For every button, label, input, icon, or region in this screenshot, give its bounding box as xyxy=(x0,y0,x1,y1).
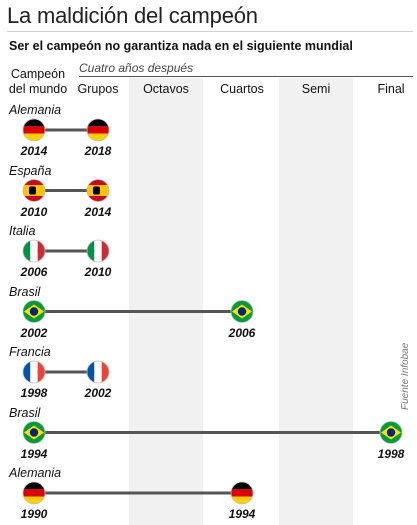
brazil-flag-icon xyxy=(230,300,254,323)
champion-year-label: 2002 xyxy=(20,325,48,340)
stage-band-octavos xyxy=(129,78,203,525)
champion-year-label: 1998 xyxy=(20,386,48,400)
france-flag-icon xyxy=(86,360,110,384)
next-cup-year-label: 2006 xyxy=(228,325,256,340)
stage-header-cuartos: Cuartos xyxy=(220,82,264,96)
spain-flag-icon xyxy=(22,179,46,202)
row-country-label: Brasil xyxy=(9,284,41,299)
four-years-later-divider xyxy=(79,76,413,77)
next-cup-year-label: 1994 xyxy=(228,507,256,521)
italy-flag-icon xyxy=(86,239,110,263)
france-flag-icon xyxy=(22,360,46,384)
champion-year-label: 1994 xyxy=(20,446,48,461)
stage-header-grupos: Grupos xyxy=(77,82,119,96)
champion-year-label: 1990 xyxy=(20,507,48,521)
champion-column-header: Campeón del mundo xyxy=(9,67,67,97)
champion-column-header-line1: Campeón xyxy=(10,67,66,81)
row-country-label: Alemania xyxy=(9,103,62,117)
next-cup-year-label: 2010 xyxy=(84,265,112,279)
title-divider xyxy=(7,31,413,32)
champion-column-header-line2: del mundo xyxy=(8,82,68,96)
row-country-label: Francia xyxy=(9,345,51,359)
row-country-label: Italia xyxy=(9,224,36,238)
stage-header-semi: Semi xyxy=(301,82,331,96)
germany-flag-icon xyxy=(86,118,110,142)
brazil-flag-icon xyxy=(22,300,46,323)
next-cup-year-label: 2018 xyxy=(84,144,112,158)
brazil-flag-icon xyxy=(22,421,46,444)
spain-flag-icon xyxy=(86,179,110,202)
champion-year-label: 2014 xyxy=(20,144,48,158)
italy-flag-icon xyxy=(22,239,46,263)
germany-flag-icon xyxy=(22,481,46,505)
brazil-flag-icon xyxy=(379,421,403,444)
row-country-label: Alemania xyxy=(9,466,62,480)
next-cup-year-label: 1998 xyxy=(377,446,405,461)
page-title: La maldición del campeón xyxy=(7,3,258,28)
source-label: Fuente Infobae xyxy=(400,342,411,410)
stage-header-final: Final xyxy=(377,82,405,96)
row-country-label: Brasil xyxy=(9,405,41,420)
germany-flag-icon xyxy=(22,118,46,142)
row-country-label: España xyxy=(9,163,52,178)
next-cup-year-label: 2002 xyxy=(84,386,112,400)
stage-band-semi xyxy=(279,78,353,525)
champion-year-label: 2010 xyxy=(20,204,48,219)
stage-header-octavos: Octavos xyxy=(143,82,189,96)
champion-year-label: 2006 xyxy=(20,265,48,279)
next-cup-year-label: 2014 xyxy=(84,204,112,219)
four-years-later-label: Cuatro años después xyxy=(79,61,194,75)
germany-flag-icon xyxy=(230,481,254,505)
chart-subtitle: Ser el campeón no garantiza nada en el s… xyxy=(9,39,353,53)
